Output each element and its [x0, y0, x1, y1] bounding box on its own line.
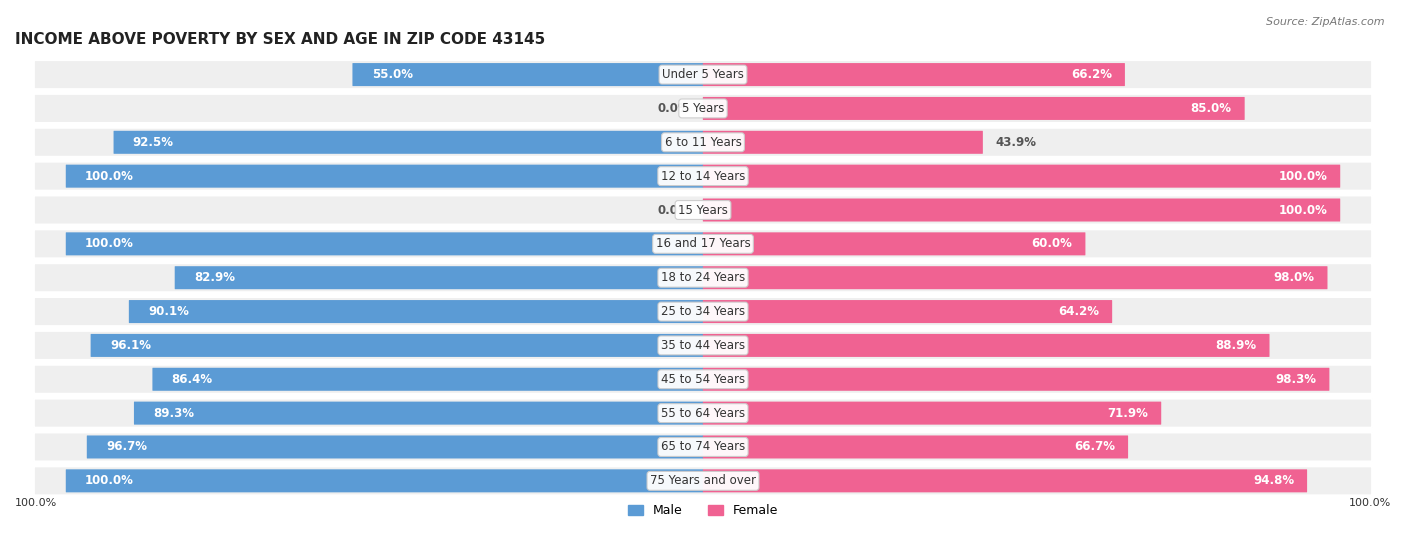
Text: Source: ZipAtlas.com: Source: ZipAtlas.com	[1267, 17, 1385, 27]
FancyBboxPatch shape	[703, 233, 1085, 255]
Text: 96.1%: 96.1%	[110, 339, 150, 352]
FancyBboxPatch shape	[34, 229, 1372, 258]
Text: 71.9%: 71.9%	[1108, 406, 1149, 420]
Text: 100.0%: 100.0%	[86, 475, 134, 487]
Text: 55 to 64 Years: 55 to 64 Years	[661, 406, 745, 420]
FancyBboxPatch shape	[66, 470, 703, 492]
Text: 0.0%: 0.0%	[658, 102, 690, 115]
FancyBboxPatch shape	[34, 60, 1372, 89]
FancyBboxPatch shape	[703, 334, 1270, 357]
FancyBboxPatch shape	[134, 401, 703, 425]
FancyBboxPatch shape	[34, 399, 1372, 428]
Text: 98.0%: 98.0%	[1274, 271, 1315, 284]
Text: 5 Years: 5 Years	[682, 102, 724, 115]
Text: 100.0%: 100.0%	[86, 238, 134, 250]
FancyBboxPatch shape	[129, 300, 703, 323]
Text: 98.3%: 98.3%	[1275, 373, 1316, 386]
Text: 86.4%: 86.4%	[172, 373, 212, 386]
Text: 12 to 14 Years: 12 to 14 Years	[661, 169, 745, 183]
Text: 100.0%: 100.0%	[1278, 203, 1327, 216]
Text: 100.0%: 100.0%	[86, 169, 134, 183]
Text: 66.7%: 66.7%	[1074, 440, 1115, 453]
Text: 55.0%: 55.0%	[371, 68, 413, 81]
Text: 0.0%: 0.0%	[658, 203, 690, 216]
FancyBboxPatch shape	[34, 297, 1372, 326]
FancyBboxPatch shape	[703, 470, 1308, 492]
FancyBboxPatch shape	[34, 263, 1372, 292]
Text: 82.9%: 82.9%	[194, 271, 235, 284]
FancyBboxPatch shape	[703, 198, 1340, 221]
Text: 45 to 54 Years: 45 to 54 Years	[661, 373, 745, 386]
FancyBboxPatch shape	[703, 300, 1112, 323]
Text: 88.9%: 88.9%	[1215, 339, 1257, 352]
FancyBboxPatch shape	[87, 435, 703, 458]
Text: INCOME ABOVE POVERTY BY SEX AND AGE IN ZIP CODE 43145: INCOME ABOVE POVERTY BY SEX AND AGE IN Z…	[15, 32, 546, 47]
Text: 16 and 17 Years: 16 and 17 Years	[655, 238, 751, 250]
Text: 65 to 74 Years: 65 to 74 Years	[661, 440, 745, 453]
FancyBboxPatch shape	[90, 334, 703, 357]
FancyBboxPatch shape	[703, 165, 1340, 188]
Text: 18 to 24 Years: 18 to 24 Years	[661, 271, 745, 284]
Text: Under 5 Years: Under 5 Years	[662, 68, 744, 81]
FancyBboxPatch shape	[66, 233, 703, 255]
FancyBboxPatch shape	[34, 196, 1372, 225]
FancyBboxPatch shape	[703, 97, 1244, 120]
FancyBboxPatch shape	[152, 368, 703, 391]
Text: 60.0%: 60.0%	[1032, 238, 1073, 250]
FancyBboxPatch shape	[34, 364, 1372, 394]
Text: 15 Years: 15 Years	[678, 203, 728, 216]
Text: 100.0%: 100.0%	[1348, 498, 1391, 508]
Text: 66.2%: 66.2%	[1071, 68, 1112, 81]
Text: 100.0%: 100.0%	[15, 498, 58, 508]
Legend: Male, Female: Male, Female	[623, 499, 783, 522]
Text: 94.8%: 94.8%	[1253, 475, 1294, 487]
Text: 100.0%: 100.0%	[1278, 169, 1327, 183]
Text: 25 to 34 Years: 25 to 34 Years	[661, 305, 745, 318]
FancyBboxPatch shape	[703, 368, 1330, 391]
FancyBboxPatch shape	[703, 266, 1327, 289]
FancyBboxPatch shape	[34, 128, 1372, 157]
FancyBboxPatch shape	[34, 331, 1372, 360]
Text: 64.2%: 64.2%	[1059, 305, 1099, 318]
FancyBboxPatch shape	[34, 466, 1372, 495]
Text: 85.0%: 85.0%	[1191, 102, 1232, 115]
Text: 92.5%: 92.5%	[132, 136, 174, 149]
FancyBboxPatch shape	[34, 162, 1372, 191]
FancyBboxPatch shape	[114, 131, 703, 154]
FancyBboxPatch shape	[353, 63, 703, 86]
FancyBboxPatch shape	[34, 94, 1372, 123]
FancyBboxPatch shape	[66, 165, 703, 188]
Text: 35 to 44 Years: 35 to 44 Years	[661, 339, 745, 352]
FancyBboxPatch shape	[174, 266, 703, 289]
FancyBboxPatch shape	[34, 433, 1372, 462]
FancyBboxPatch shape	[703, 401, 1161, 425]
Text: 43.9%: 43.9%	[995, 136, 1036, 149]
FancyBboxPatch shape	[703, 131, 983, 154]
FancyBboxPatch shape	[703, 435, 1128, 458]
Text: 90.1%: 90.1%	[148, 305, 188, 318]
Text: 89.3%: 89.3%	[153, 406, 194, 420]
Text: 96.7%: 96.7%	[105, 440, 148, 453]
Text: 6 to 11 Years: 6 to 11 Years	[665, 136, 741, 149]
FancyBboxPatch shape	[703, 63, 1125, 86]
Text: 75 Years and over: 75 Years and over	[650, 475, 756, 487]
